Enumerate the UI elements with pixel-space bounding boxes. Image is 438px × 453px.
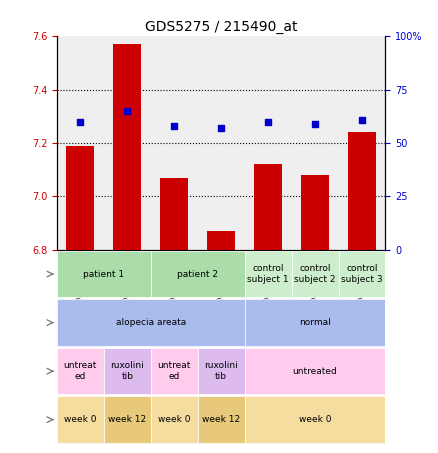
Bar [254, 164, 282, 250]
FancyBboxPatch shape [57, 348, 104, 395]
Bar [104, 36, 151, 250]
Text: control
subject 2: control subject 2 [294, 265, 336, 284]
FancyBboxPatch shape [104, 396, 151, 443]
Text: ruxolini
tib: ruxolini tib [204, 361, 238, 381]
Text: patient 1: patient 1 [83, 270, 124, 279]
Point [171, 122, 178, 130]
FancyBboxPatch shape [151, 396, 198, 443]
FancyBboxPatch shape [245, 251, 292, 297]
Bar [292, 36, 339, 250]
FancyBboxPatch shape [198, 348, 245, 395]
FancyBboxPatch shape [245, 396, 385, 443]
FancyBboxPatch shape [198, 396, 245, 443]
Text: untreated: untreated [293, 366, 337, 376]
Text: patient 2: patient 2 [177, 270, 218, 279]
Bar [66, 146, 95, 250]
FancyBboxPatch shape [57, 396, 104, 443]
Bar [348, 132, 376, 250]
Point [77, 118, 84, 125]
FancyBboxPatch shape [339, 251, 385, 297]
Text: control
subject 3: control subject 3 [341, 265, 383, 284]
FancyBboxPatch shape [292, 251, 339, 297]
FancyBboxPatch shape [104, 348, 151, 395]
Text: week 0: week 0 [64, 415, 97, 424]
Text: week 0: week 0 [158, 415, 191, 424]
FancyBboxPatch shape [245, 299, 385, 346]
FancyBboxPatch shape [57, 299, 245, 346]
Text: week 12: week 12 [202, 415, 240, 424]
FancyBboxPatch shape [245, 348, 385, 395]
Bar [151, 36, 198, 250]
FancyBboxPatch shape [151, 348, 198, 395]
Text: normal: normal [299, 318, 331, 327]
Point [311, 120, 318, 127]
Text: control
subject 1: control subject 1 [247, 265, 289, 284]
Text: week 0: week 0 [299, 415, 331, 424]
FancyBboxPatch shape [57, 251, 151, 297]
Point [358, 116, 365, 123]
Point [265, 118, 272, 125]
Title: GDS5275 / 215490_at: GDS5275 / 215490_at [145, 20, 297, 34]
Text: untreat
ed: untreat ed [158, 361, 191, 381]
Bar [198, 36, 245, 250]
Bar [113, 44, 141, 250]
Bar [301, 175, 329, 250]
Point [124, 107, 131, 115]
Bar [207, 231, 235, 250]
FancyBboxPatch shape [151, 251, 245, 297]
Text: alopecia areata: alopecia areata [116, 318, 186, 327]
Bar [57, 36, 104, 250]
Text: week 12: week 12 [108, 415, 146, 424]
Bar [245, 36, 292, 250]
Point [218, 125, 225, 132]
Text: untreat
ed: untreat ed [64, 361, 97, 381]
Bar [339, 36, 385, 250]
Bar [160, 178, 188, 250]
Text: ruxolini
tib: ruxolini tib [110, 361, 144, 381]
